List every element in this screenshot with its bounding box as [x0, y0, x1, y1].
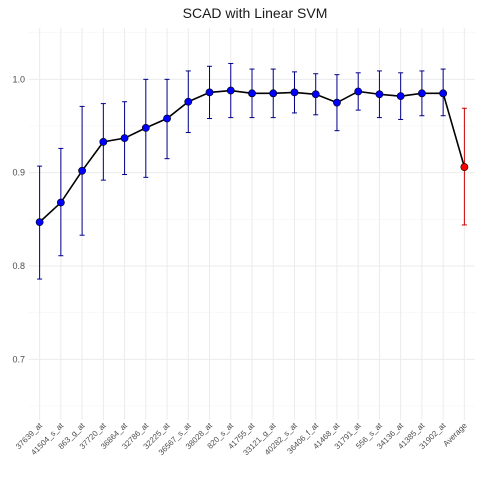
data-point	[376, 91, 383, 98]
data-point	[57, 199, 64, 206]
data-point	[397, 93, 404, 100]
data-point	[163, 115, 170, 122]
data-point	[206, 89, 213, 96]
data-point	[312, 91, 319, 98]
data-point	[100, 138, 107, 145]
data-point	[333, 99, 340, 106]
x-axis: 37639_at41504_s_at863_g_at37720_at36864_…	[14, 421, 469, 458]
data-point	[36, 219, 43, 226]
y-tick-label: 0.7	[12, 354, 25, 364]
data-point	[418, 90, 425, 97]
y-tick-label: 0.8	[12, 261, 25, 271]
data-point	[291, 89, 298, 96]
data-point	[227, 87, 234, 94]
data-point	[185, 98, 192, 105]
y-axis: 0.7 0.8 0.9 1.0	[12, 74, 25, 364]
y-tick-label: 1.0	[12, 74, 25, 84]
data-point	[270, 90, 277, 97]
y-tick-label: 0.9	[12, 168, 25, 178]
data-point	[248, 90, 255, 97]
chart-title: SCAD with Linear SVM	[183, 5, 328, 21]
data-point	[78, 167, 85, 174]
data-point	[121, 135, 128, 142]
average-point	[461, 163, 468, 170]
x-tick-label: Average	[441, 421, 469, 449]
data-point	[142, 124, 149, 131]
data-point	[440, 90, 447, 97]
data-point	[355, 88, 362, 95]
